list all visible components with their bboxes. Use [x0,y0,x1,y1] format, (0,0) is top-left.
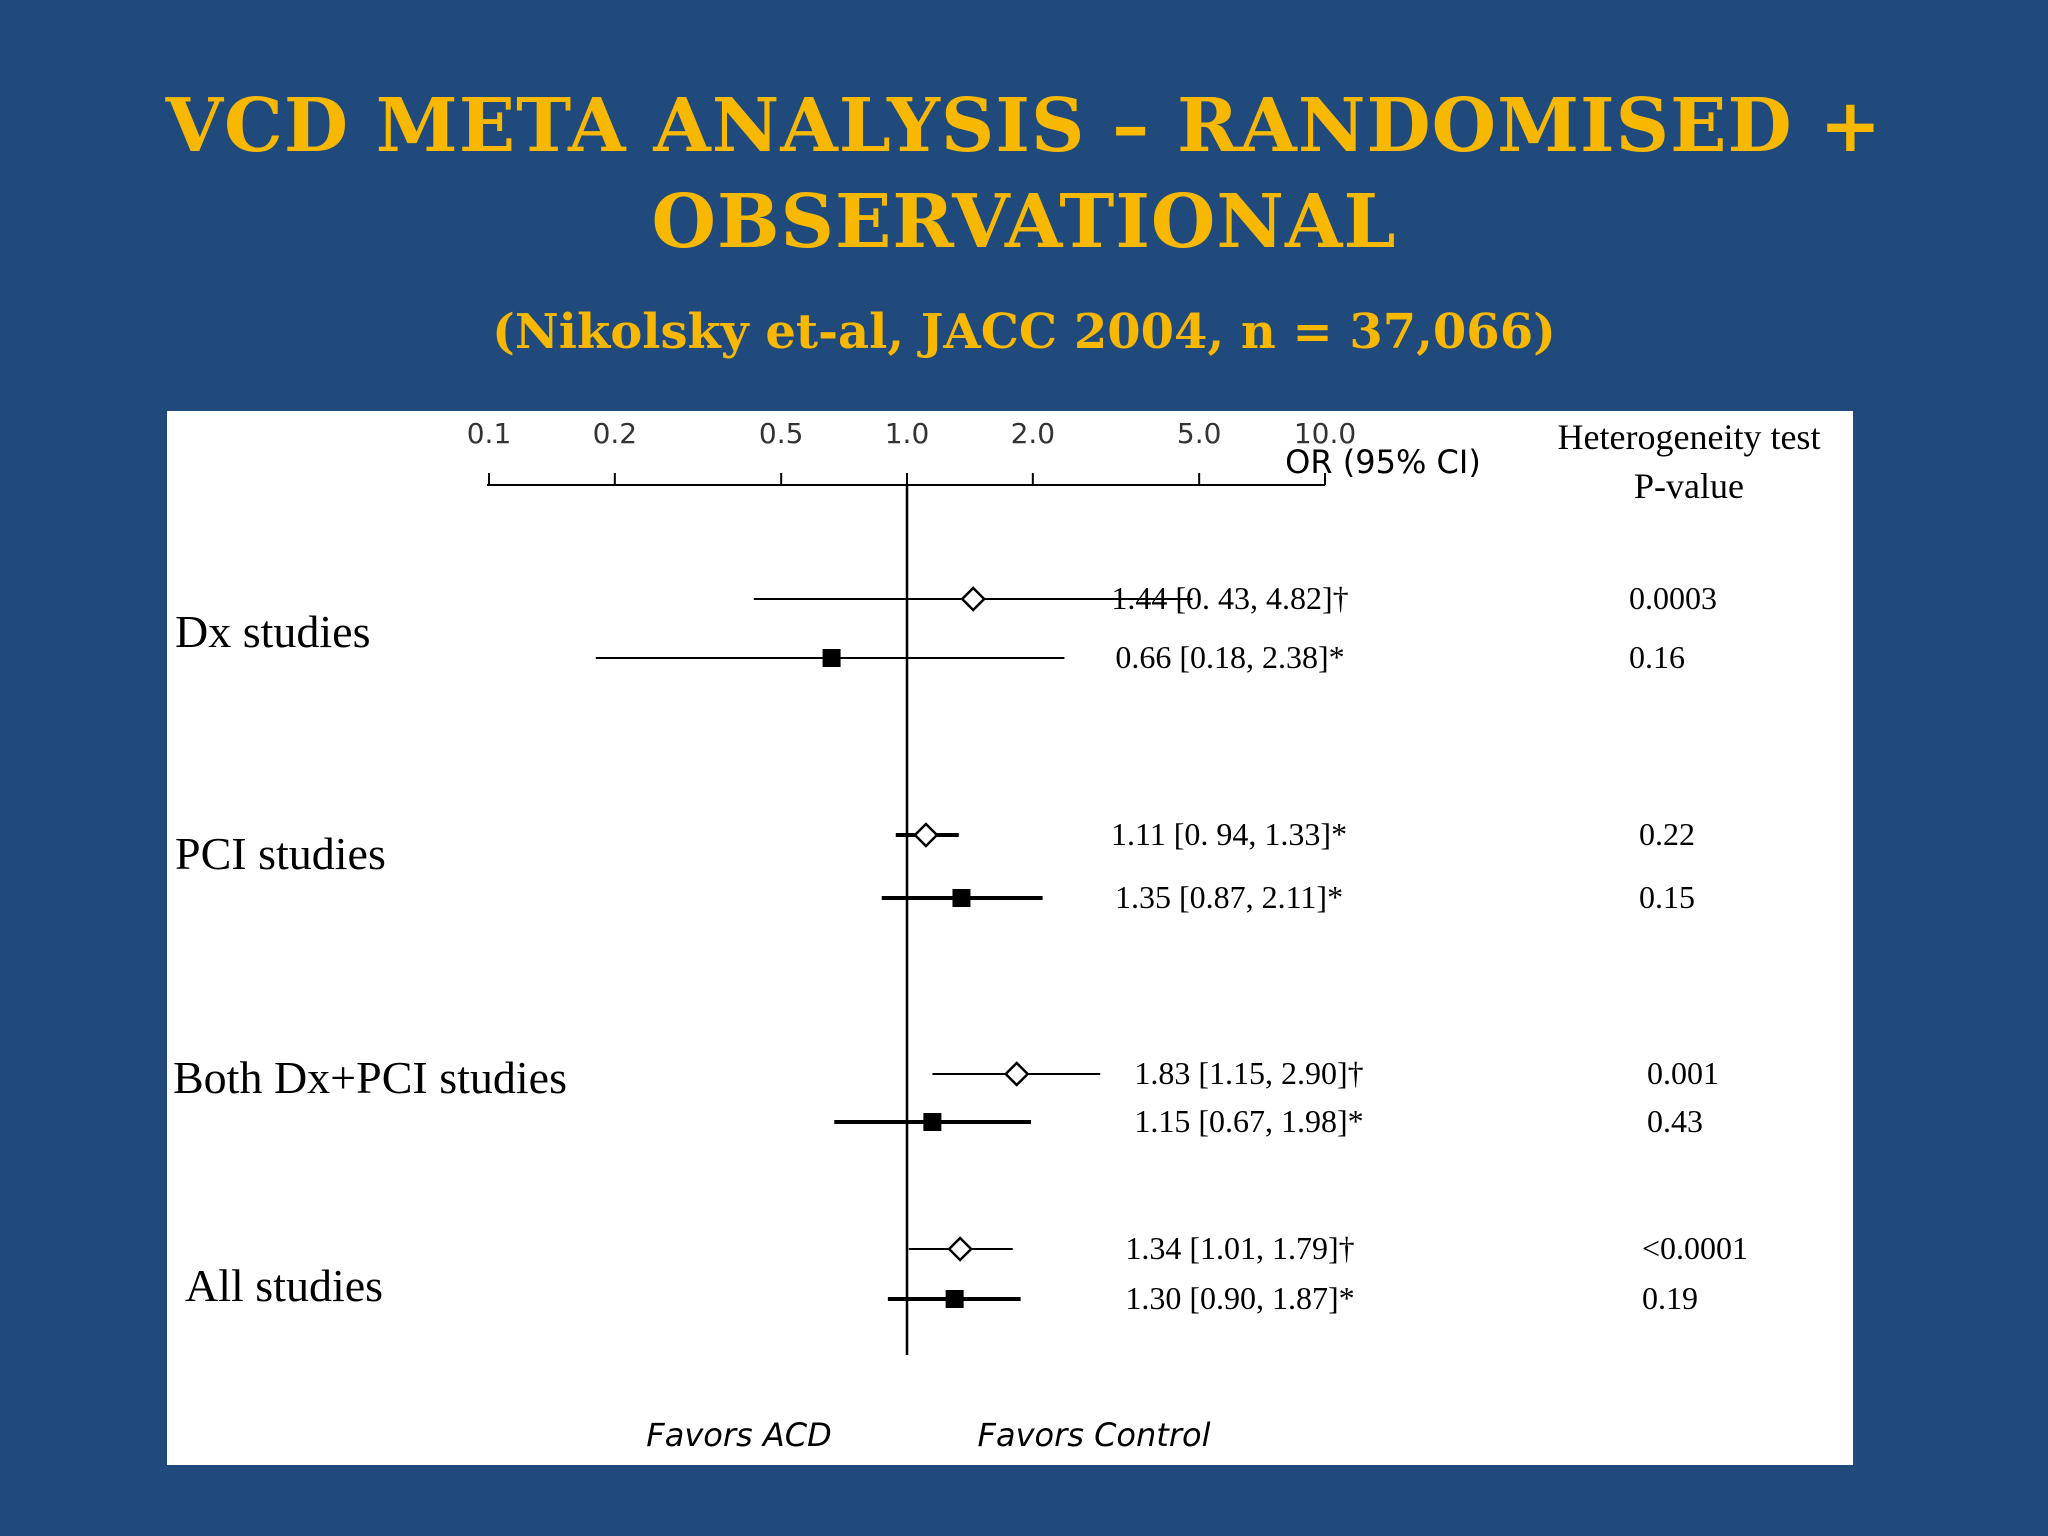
p-value: 0.43 [1647,1103,1703,1139]
p-value: 0.0003 [1629,580,1717,616]
point-estimate-square [822,649,841,667]
p-value: 0.22 [1639,816,1695,852]
slide-title-line-1: VCD META ANALYSIS – RANDOMISED + [165,83,1883,169]
x-axis-tick-label: 0.1 [467,417,512,450]
or-ci-value: 1.11 [0. 94, 1.33]* [1111,816,1347,852]
x-axis-tick-label: 0.2 [593,417,638,450]
point-estimate-diamond [947,1236,973,1262]
point-estimate-square [923,1113,942,1131]
x-axis-tick-label: 10.0 [1294,417,1356,450]
x-axis-tick-label: 0.5 [759,417,804,450]
slide-title: VCD META ANALYSIS – RANDOMISED + OBSERVA… [0,78,2048,270]
point-estimate-diamond [1003,1061,1030,1087]
p-value: <0.0001 [1642,1230,1748,1266]
or-ci-value: 1.15 [0.67, 1.98]* [1134,1103,1363,1139]
point-estimate-diamond [960,586,986,612]
slide-subtitle: (Nikolsky et-al, JACC 2004, n = 37,066) [492,304,1556,360]
p-value: 0.19 [1642,1280,1698,1316]
x-axis-tick-label: 1.0 [885,417,930,450]
or-ci-value: 0.66 [0.18, 2.38]* [1115,639,1344,675]
heterogeneity-header: Heterogeneity test [1558,417,1821,457]
favors-acd-label: Favors ACD [646,1416,831,1454]
or-ci-value: 1.35 [0.87, 2.11]* [1115,879,1343,915]
group-label: All studies [185,1260,383,1311]
group-label: Dx studies [175,606,371,657]
p-value: 0.001 [1647,1055,1719,1091]
forest-plot: 0.1 0.2 0.5 1.0 2.0 5.0 10.0OR (95% CI) Heterog… [173,417,1821,1454]
favors-control-label: Favors Control [978,1416,1211,1454]
p-value: 0.15 [1639,879,1695,915]
or-ci-value: 1.83 [1.15, 2.90]† [1134,1055,1363,1091]
point-estimate-square [945,1290,964,1308]
or-column-header: OR (95% CI) [1285,443,1481,481]
point-estimate-square [952,889,971,907]
or-ci-value: 1.44 [0. 43, 4.82]† [1111,580,1348,616]
heterogeneity-header-sub: P-value [1634,466,1744,506]
forest-plot-panel: 0.1 0.2 0.5 1.0 2.0 5.0 10.0 OR (95% CI) Heterog… [167,411,1853,1465]
group-label: PCI studies [175,828,386,879]
p-value: 0.16 [1629,639,1685,675]
point-estimate-diamond [913,822,939,848]
x-axis-tick-label: 2.0 [1011,417,1056,450]
slide-title-line-2: OBSERVATIONAL [651,179,1397,265]
group-label: Both Dx+PCI studies [173,1052,567,1103]
x-axis-tick-label: 5.0 [1177,417,1222,450]
or-ci-value: 1.30 [0.90, 1.87]* [1125,1280,1354,1316]
or-ci-value: 1.34 [1.01, 1.79]† [1125,1230,1354,1266]
